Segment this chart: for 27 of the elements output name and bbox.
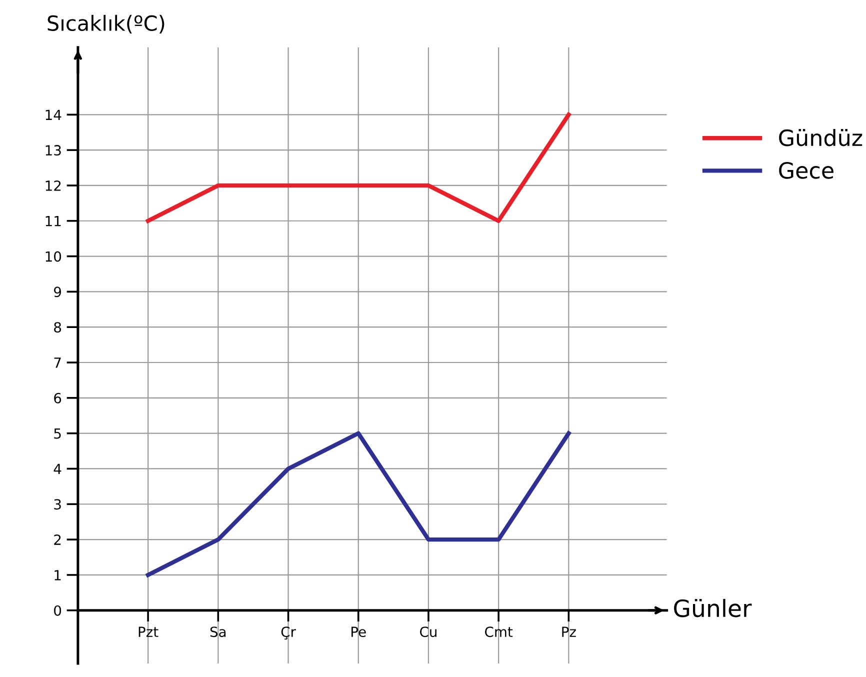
x-tick-label: Cu xyxy=(420,626,436,638)
x-tick-label: Pe xyxy=(352,626,366,638)
y-axis-title: Sıcaklık(ºC) xyxy=(48,14,164,34)
y-tick-label: 8 xyxy=(54,322,62,333)
y-tick-label: 13 xyxy=(46,145,61,156)
legend-label: Gündüz xyxy=(779,128,862,146)
y-tick-label: 5 xyxy=(54,428,61,439)
x-tick-label: Çr xyxy=(281,626,296,640)
x-tick-label: Pzt xyxy=(138,626,158,637)
legend-label: Gece xyxy=(779,162,834,179)
y-tick-label: 11 xyxy=(46,216,61,226)
y-tick-label: 7 xyxy=(54,358,61,368)
y-tick-label: 9 xyxy=(54,286,61,298)
y-tick-label: 3 xyxy=(54,499,61,510)
y-tick-label: 1 xyxy=(54,570,61,580)
y-tick-label: 12 xyxy=(46,180,61,191)
x-tick-label: Sa xyxy=(210,626,226,638)
x-axis-title: Günler xyxy=(674,598,752,618)
y-tick-label: 0 xyxy=(54,605,62,616)
x-tick-label: Cmt xyxy=(485,626,513,638)
y-tick-label: 10 xyxy=(46,251,62,262)
y-tick-label: 4 xyxy=(54,464,62,474)
line-series xyxy=(146,431,571,578)
y-tick-label: 14 xyxy=(46,110,62,120)
y-tick-label: 6 xyxy=(54,392,62,404)
x-tick-label: Pz xyxy=(562,626,576,637)
y-tick-label: 2 xyxy=(54,534,61,545)
